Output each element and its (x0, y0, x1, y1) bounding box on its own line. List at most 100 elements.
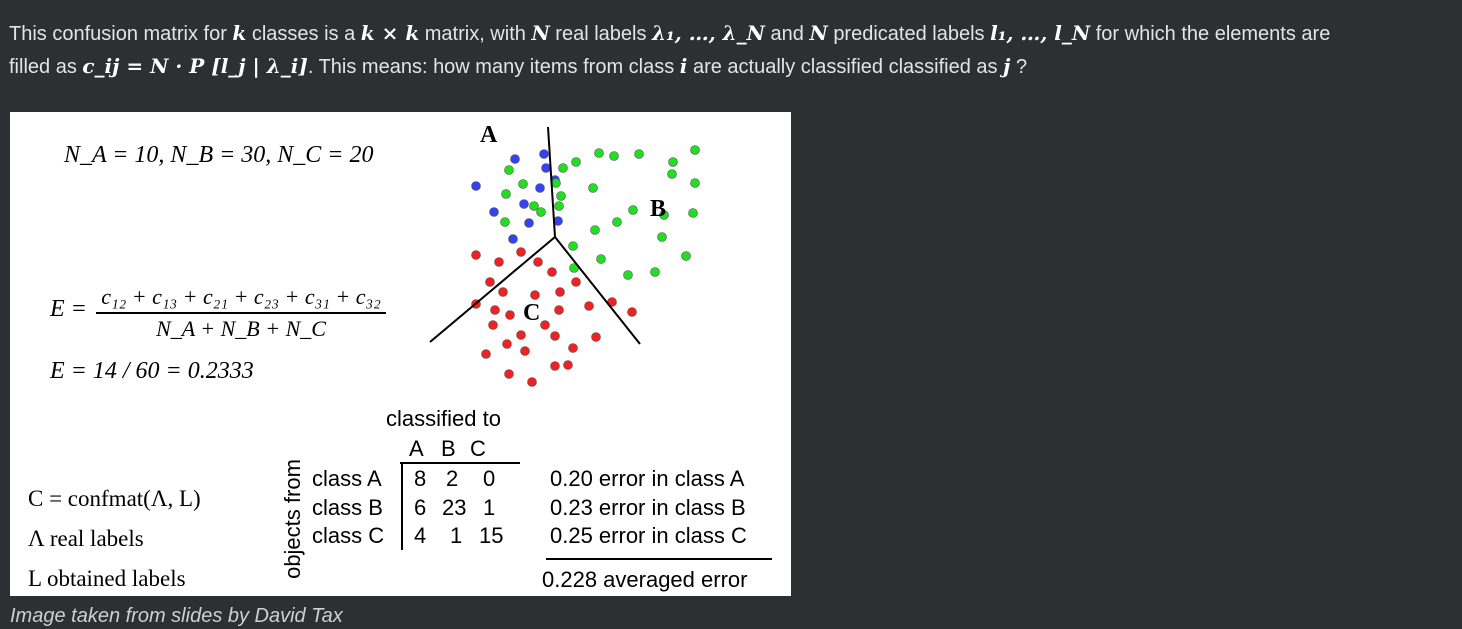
blue-point (539, 149, 549, 159)
table-title: classified to (386, 406, 501, 431)
blue-point (510, 154, 520, 164)
fraction-bar (96, 312, 386, 314)
green-point (518, 179, 528, 189)
green-point (690, 178, 700, 188)
math-k: k (232, 21, 247, 45)
green-point (657, 232, 667, 242)
scatter-plot (429, 126, 700, 387)
row-divider (401, 462, 403, 550)
red-point (498, 287, 508, 297)
green-point (500, 217, 510, 227)
cell-value: 2 (446, 466, 459, 491)
scatter-label-b: B (650, 196, 667, 222)
green-point (609, 151, 619, 161)
red-point (527, 377, 537, 387)
text: ? (1015, 56, 1028, 78)
averaged-error: 0.228 averaged error (542, 567, 748, 592)
green-point (659, 210, 669, 220)
math-cij-formula: c_ij = N · P [l_j | λ_i] (82, 54, 308, 78)
red-point (488, 320, 498, 330)
red-point (504, 369, 514, 379)
cell-value: 4 (414, 523, 427, 548)
text: classes is a (251, 23, 356, 45)
error-value: E = 14 / 60 = 0.2333 (50, 358, 254, 384)
column-header: A (409, 436, 424, 461)
red-point (568, 343, 578, 353)
sum-divider (546, 558, 772, 560)
green-point (536, 207, 546, 217)
math-j: j (1003, 54, 1011, 78)
green-point (668, 157, 678, 167)
error-lhs: E = (50, 296, 87, 322)
legend-real-labels: Λ real labels (28, 526, 144, 551)
cell-value: 8 (414, 466, 427, 491)
red-point (547, 267, 557, 277)
red-point (550, 331, 560, 341)
red-point (485, 277, 495, 287)
red-point (490, 305, 500, 315)
green-point (551, 178, 561, 188)
legend-obtained-labels: L obtained labels (28, 566, 186, 591)
math-ls: l₁, …, l_N (990, 21, 1091, 45)
blue-point (519, 199, 529, 209)
green-point (690, 145, 700, 155)
math-N: N (531, 21, 550, 45)
blue-point (535, 183, 545, 193)
error-denominator: N_A + N_B + N_C (156, 316, 326, 341)
boundary-line (554, 236, 641, 345)
red-point (530, 290, 540, 300)
paragraph-line-2: filled as c_ij = N · P [l_j | λ_i]. This… (9, 50, 1459, 83)
error-numerator: c₁₂ + c₁₃ + c₂₁ + c₂₃ + c₃₁ + c₃₂ (101, 284, 381, 309)
boundary-line (429, 236, 556, 343)
blue-point (471, 181, 481, 191)
red-point (584, 301, 594, 311)
math-kxk: k × k (360, 21, 420, 45)
green-point (634, 149, 644, 159)
scatter-label-c: C (523, 300, 541, 326)
blue-point (508, 234, 518, 244)
blue-point (524, 218, 534, 228)
row-error: 0.20 error in class A (550, 466, 745, 491)
row-label: class A (312, 466, 382, 491)
green-point (594, 148, 604, 158)
red-point (550, 361, 560, 371)
scatter-label-a: A (480, 122, 498, 148)
green-point (590, 225, 600, 235)
green-point (623, 270, 633, 280)
boundary-line (547, 126, 556, 238)
math-N: N (809, 21, 828, 45)
text: for which the elements are (1095, 23, 1331, 45)
text: and (770, 23, 804, 45)
cell-value: 6 (414, 495, 427, 520)
text: . This means: how many items from class (307, 56, 675, 78)
red-point (494, 257, 504, 267)
red-point (554, 305, 564, 315)
description-paragraph: This confusion matrix for k classes is a… (9, 17, 1459, 83)
green-point (501, 189, 511, 199)
math-lambdas: λ₁, …, λ_N (652, 21, 765, 45)
green-point (529, 201, 539, 211)
cell-value: 23 (442, 495, 467, 520)
red-point (502, 339, 512, 349)
red-point (555, 287, 565, 297)
cell-value: 0 (483, 466, 496, 491)
red-point (516, 247, 526, 257)
row-label: class C (312, 523, 385, 548)
image-caption: Image taken from slides by David Tax (10, 605, 343, 627)
red-point (505, 310, 515, 320)
green-point (681, 251, 691, 261)
green-point (568, 241, 578, 251)
text: predicated labels (833, 23, 985, 45)
vertical-axis-label: objects from (280, 459, 305, 579)
text: matrix, with (424, 23, 526, 45)
green-point (504, 165, 514, 175)
column-header: B (441, 436, 456, 461)
red-point (481, 349, 491, 359)
text: filled as (9, 56, 77, 78)
class-counts: N_A = 10, N_B = 30, N_C = 20 (64, 142, 374, 168)
text: are actually classified classified as (692, 56, 998, 78)
cell-value: 1 (483, 495, 496, 520)
green-point (571, 157, 581, 167)
green-point (554, 201, 564, 211)
column-header: C (470, 436, 486, 461)
